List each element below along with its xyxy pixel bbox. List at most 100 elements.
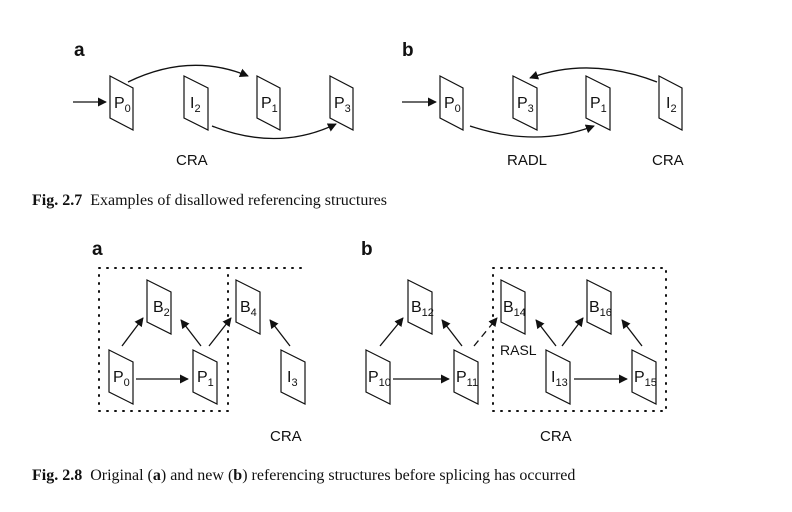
fig-2-8-caption-a: a xyxy=(152,467,161,484)
fig-2-8-a-frame-i3: I3 xyxy=(280,349,306,405)
fig-2-8-caption-mid: ) and new ( xyxy=(160,467,234,484)
frame-letter: B xyxy=(589,299,600,316)
fig-2-7-a-frame-p3: P3 xyxy=(329,75,354,131)
frame-letter: I xyxy=(190,95,194,112)
fig-2-8-a-cra-label: CRA xyxy=(270,428,302,445)
svg-text:P1: P1 xyxy=(590,95,607,115)
rasl-label-backdrop xyxy=(498,342,542,358)
fig-2-7-a-cra-label: CRA xyxy=(176,152,208,169)
fig-2-8-a-frame-b4: B4 xyxy=(235,279,261,335)
fig-2-8-b-frame-b16: B16 xyxy=(586,279,612,335)
frame-letter: P xyxy=(634,369,645,386)
svg-text:P0: P0 xyxy=(444,95,461,115)
svg-text:B4: B4 xyxy=(240,299,257,319)
svg-text:P0: P0 xyxy=(114,95,131,115)
svg-text:P1: P1 xyxy=(261,95,278,115)
fig-2-7-b-frame-p3: P3 xyxy=(512,75,538,131)
fig-2-8-caption-post: ) referencing structures before splicing… xyxy=(242,467,576,484)
frame-subscript: 3 xyxy=(291,377,297,389)
fig-2-7-caption-number: Fig. 2.7 xyxy=(32,192,83,209)
svg-text:P3: P3 xyxy=(334,95,351,115)
frame-subscript: 3 xyxy=(528,103,534,115)
frame-subscript: 4 xyxy=(251,307,257,319)
fig-2-8-caption-b: b xyxy=(233,467,243,484)
frame-letter: P xyxy=(456,369,467,386)
frame-subscript: 0 xyxy=(125,103,131,115)
frame-subscript: 1 xyxy=(208,377,214,389)
frame-letter: P xyxy=(334,95,345,112)
frame-subscript: 12 xyxy=(422,307,434,319)
frame-subscript: 1 xyxy=(601,103,607,115)
fig-2-8-a-frame-p1: P1 xyxy=(192,349,218,405)
svg-text:B2: B2 xyxy=(153,299,170,319)
frame-subscript: 11 xyxy=(467,377,478,389)
fig-2-7-caption: Fig. 2.7 Examples of disallowed referenc… xyxy=(32,192,387,210)
svg-text:B16: B16 xyxy=(589,299,612,319)
fig-2-8-b-dashed-arrow-p11-b14 xyxy=(473,317,498,347)
frame-subscript: 10 xyxy=(379,377,391,389)
frame-letter: I xyxy=(666,95,670,112)
fig-2-8-panel-b-label: b xyxy=(361,239,373,260)
frame-letter: P xyxy=(197,369,208,386)
fig-2-8-b-frame-p10: P10 xyxy=(365,349,391,405)
frame-letter: P xyxy=(113,369,124,386)
fig-2-8-b-cra-label: CRA xyxy=(540,428,572,445)
frame-letter: B xyxy=(411,299,422,316)
fig-2-8-b-frame-p15: P15 xyxy=(631,349,657,405)
frame-subscript: 13 xyxy=(555,377,567,389)
fig-2-7-b-frame-p1: P1 xyxy=(585,75,611,131)
fig-2-8-a-arrow-p1-b2 xyxy=(180,319,202,347)
frame-letter: P xyxy=(444,95,455,112)
frame-letter: P xyxy=(368,369,379,386)
fig-2-7-panel-b-label: b xyxy=(402,40,414,61)
frame-letter: P xyxy=(261,95,272,112)
fig-2-7-a-arrow-i2-p3 xyxy=(211,123,337,140)
fig-2-7-b-cra-label: CRA xyxy=(652,152,684,169)
fig-2-8-b-frame-b14: B14 xyxy=(500,279,526,335)
fig-2-7-b-frame-p0: P0 xyxy=(439,75,464,131)
svg-text:P1: P1 xyxy=(197,369,214,389)
frame-letter: P xyxy=(590,95,601,112)
fig-2-8-b-frame-p11: P11 xyxy=(453,349,479,405)
fig-2-7-b-arrow-i2-p3 xyxy=(529,67,658,83)
fig-2-8-a-arrow-p1-b4 xyxy=(208,317,232,347)
fig-2-8-b-arrow-i13-b14 xyxy=(535,319,557,347)
fig-2-8-b-frame-b12: B12 xyxy=(407,279,434,335)
fig-2-8-a-frame-b2: B2 xyxy=(146,279,172,335)
fig-2-8-b-arrow-p10-b12 xyxy=(379,317,404,347)
fig-2-8-a-group-box-1 xyxy=(98,267,229,412)
svg-text:P3: P3 xyxy=(517,95,534,115)
frame-subscript: 2 xyxy=(164,307,170,319)
svg-text:P15: P15 xyxy=(634,369,657,389)
frame-subscript: 15 xyxy=(645,377,657,389)
fig-2-8-caption-number: Fig. 2.8 xyxy=(32,467,83,484)
fig-2-7-panel-a-label: a xyxy=(74,40,85,61)
frame-letter: P xyxy=(517,95,528,112)
svg-text:P11: P11 xyxy=(456,369,478,389)
svg-text:I3: I3 xyxy=(287,369,298,389)
svg-text:B14: B14 xyxy=(503,299,526,319)
svg-text:B12: B12 xyxy=(411,299,434,319)
fig-2-8-a-arrow-p0-b2 xyxy=(121,317,144,347)
fig-2-8-b-rasl-label: RASL xyxy=(500,342,537,358)
fig-2-8-b-arrow-p11-b12 xyxy=(441,319,463,347)
fig-2-8-a-frame-p0: P0 xyxy=(108,349,134,405)
svg-text:P10: P10 xyxy=(368,369,391,389)
fig-2-7-caption-text: Examples of disallowed referencing struc… xyxy=(90,192,387,209)
fig-2-7-b-arrow-p0-p1 xyxy=(469,124,595,138)
fig-2-8-b-group-box xyxy=(492,267,667,412)
fig-2-7-b-radl-label: RADL xyxy=(507,152,547,169)
frame-subscript: 0 xyxy=(455,103,461,115)
fig-2-7-a-frame-p0: P0 xyxy=(109,75,134,131)
frame-subscript: 2 xyxy=(670,103,676,115)
fig-2-7-a-frame-p1: P1 xyxy=(256,75,281,131)
frame-subscript: 1 xyxy=(272,103,278,115)
svg-text:P0: P0 xyxy=(113,369,130,389)
fig-2-7-diagram: a b P0 I2 P1 P3 CRA P0 P3 xyxy=(73,40,684,169)
frame-letter: B xyxy=(153,299,164,316)
frame-letter: B xyxy=(240,299,251,316)
frame-letter: I xyxy=(287,369,291,386)
frame-subscript: 2 xyxy=(194,103,200,115)
frame-subscript: 3 xyxy=(345,103,351,115)
